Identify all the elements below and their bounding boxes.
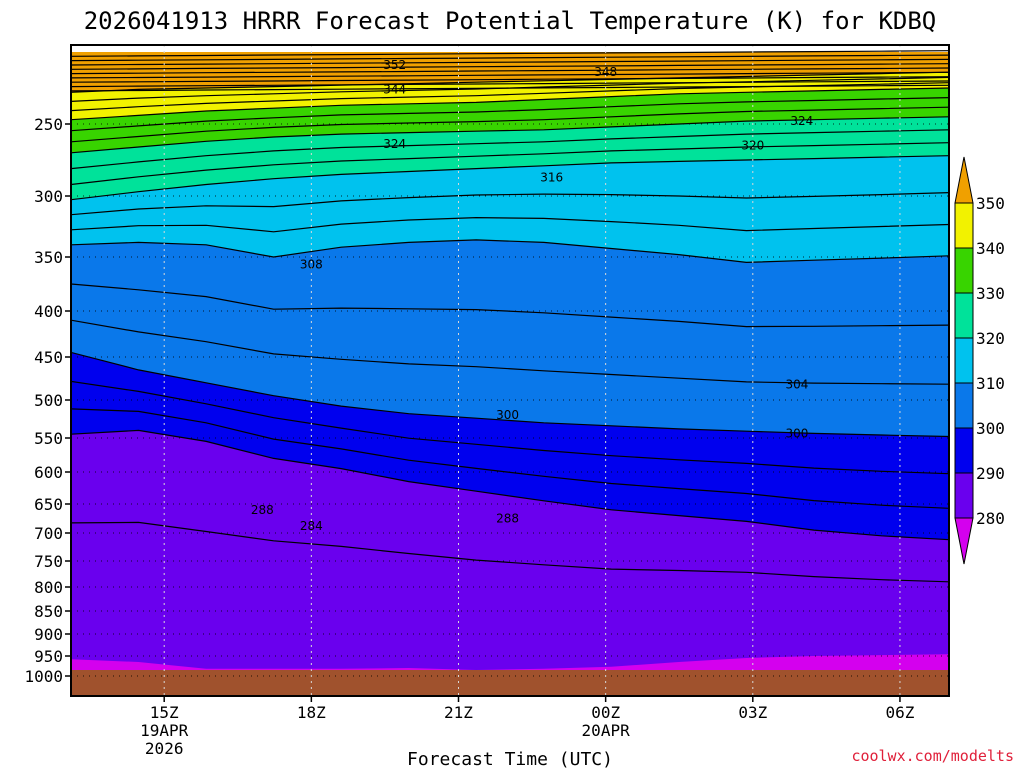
surface-ground [71,670,949,696]
colorbar-band [954,292,974,339]
colorbar-label: 320 [976,329,1005,348]
contour-label: 300 [496,408,519,422]
filled-contours [71,52,949,696]
contour-line [71,76,949,83]
contour-line [71,106,949,143]
grid-lines [71,45,949,696]
contour-line [71,319,949,385]
y-tick-label: 500 [34,391,63,410]
contour-label: 324 [790,114,813,128]
chart-title: 2026041913 HRRR Forecast Potential Tempe… [84,7,937,35]
contour-labels: 352 348 344 324 324 320 316 308 304 300 300 288 288 2… [251,58,813,533]
y-tick-label: 350 [34,248,63,267]
colorbar-label: 340 [976,239,1005,258]
contour-label: 352 [383,58,406,72]
colorbar-label: 330 [976,284,1005,303]
colorbar-extend-top [954,156,974,204]
plot-area: 352 348 344 324 324 320 316 308 304 300 300 288 288 2… [71,45,949,696]
contour-label: 324 [383,137,406,151]
colorbar-band [954,382,974,429]
x-tick-label: 21Z [444,703,473,722]
colorbar-band [954,337,974,384]
contour-lines [71,50,949,583]
plot-frame [70,44,950,697]
x-tick-date-label: 20APR [582,721,631,740]
colorbar-band [954,202,974,249]
colorbar-band [954,472,974,519]
colorbar-band [954,247,974,294]
contour-line [71,116,949,154]
contour-label: 320 [741,139,764,153]
contour-line [71,84,949,92]
x-axis-label: Forecast Time (UTC) [407,749,613,768]
ground-rect [71,670,949,696]
fill-layer-280-290 [71,430,949,696]
contour-line [71,351,949,438]
contour-label: 316 [540,170,563,184]
y-tick-label: 600 [34,463,63,482]
y-tick-label: 250 [34,115,63,134]
contour-line [71,58,949,66]
contour-line [71,429,949,541]
y-tick-label: 650 [34,495,63,514]
contour-line [71,54,949,62]
x-tick-label: 18Z [297,703,326,722]
contour-line [71,80,949,88]
credit-text: coolwx.com/modelts [851,747,1014,765]
contour-line [71,380,949,475]
contour-label: 288 [251,503,274,517]
contour-line [71,97,949,132]
contour-label: 284 [300,519,323,533]
colorbar-label: 280 [976,509,1005,528]
contour-line [71,142,949,186]
contour-label: 300 [785,426,808,440]
y-tick-label: 800 [34,578,63,597]
contour-label: 308 [300,258,323,272]
contour-label: 344 [383,82,406,96]
y-tick-label: 750 [34,552,63,571]
colorbar-label: 290 [976,464,1005,483]
y-tick-label: 900 [34,625,63,644]
contour-line [71,129,949,170]
contour-line [71,50,949,57]
colorbar: 350 340 330 320 310 300 290 280 [954,156,1005,565]
y-tick-label: 850 [34,602,63,621]
contour-line [71,521,949,583]
contour-line [71,216,949,233]
x-tick-label: 00Z [591,703,620,722]
contour-line [71,71,949,79]
contour-label: 288 [496,512,519,526]
x-tick-label: 15Z [150,703,179,722]
contour-line [71,87,949,121]
contour-line [71,71,949,93]
y-axis: 250 300 350 400 450 500 550 600 650 700 750 800 850 9… [24,115,71,686]
colorbar-label: 310 [976,374,1005,393]
colorbar-label: 300 [976,419,1005,438]
y-tick-label: 700 [34,524,63,543]
colorbar-band [954,427,974,474]
x-tick-date-label: 2026 [145,739,184,758]
contour-label: 304 [785,378,808,392]
x-tick-label: 06Z [885,703,914,722]
contour-line [71,239,949,264]
contour-label: 348 [594,65,617,79]
y-tick-label: 450 [34,348,63,367]
colorbar-extend-bottom [954,517,974,565]
contour-line [71,155,949,201]
y-tick-label: 300 [34,187,63,206]
y-tick-label: 1000 [24,667,63,686]
colorbar-label: 350 [976,194,1005,213]
contour-line [71,192,949,216]
x-tick-date-label: 19APR [140,721,189,740]
x-tick-label: 03Z [738,703,767,722]
contour-line [71,63,949,70]
contour-line [71,67,949,75]
y-tick-label: 550 [34,429,63,448]
y-tick-label: 400 [34,302,63,321]
y-tick-label: 950 [34,647,63,666]
